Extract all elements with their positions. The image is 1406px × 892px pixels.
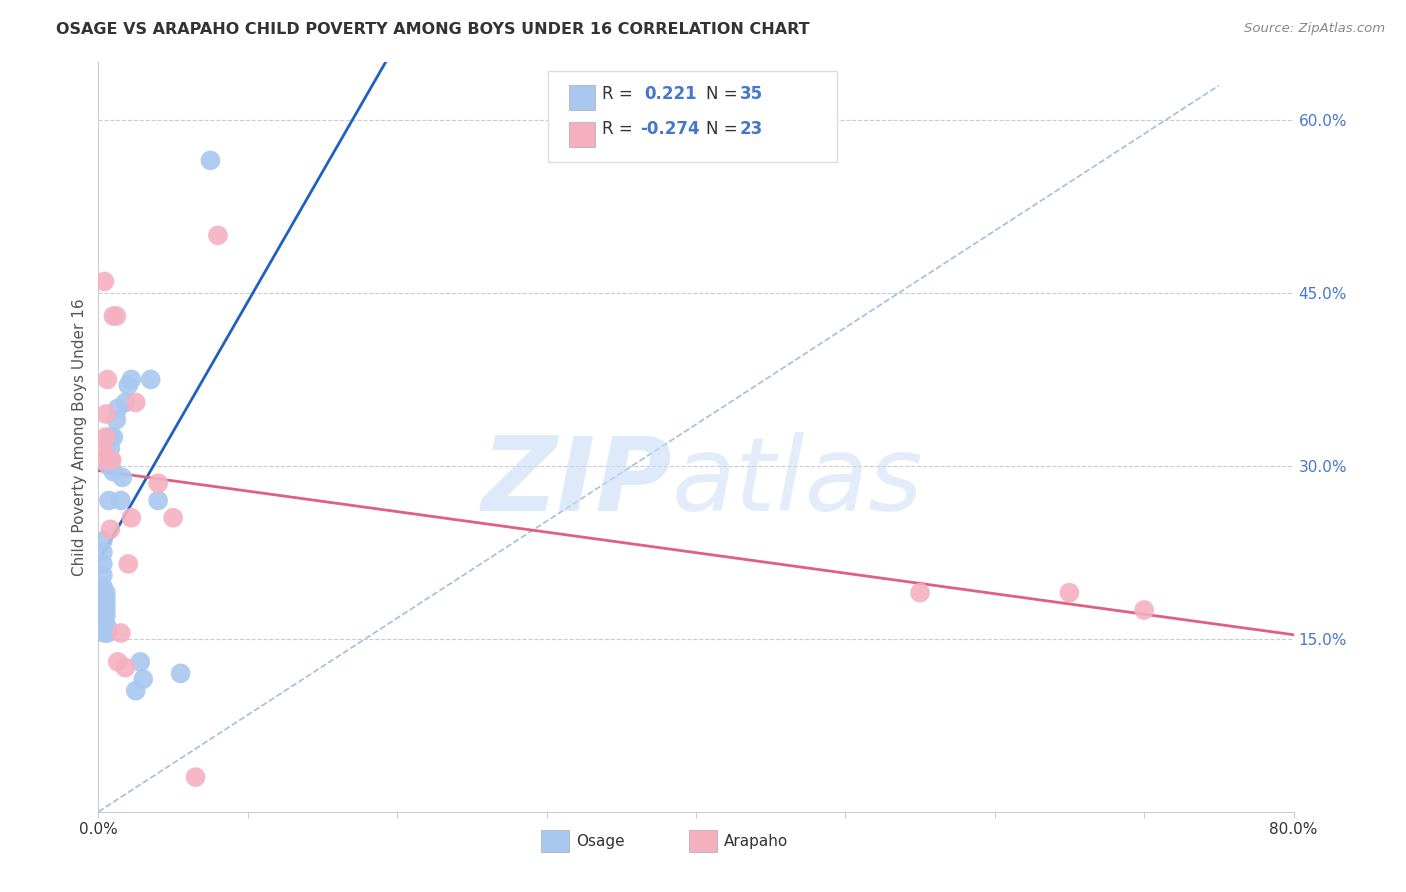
Point	[96, 626, 118, 640]
Point	[101, 453, 124, 467]
Point	[91, 568, 114, 582]
Point	[908, 585, 931, 599]
Point	[97, 458, 120, 473]
Point	[94, 608, 117, 623]
Point	[98, 453, 122, 467]
Point	[94, 603, 117, 617]
Text: atlas: atlas	[672, 432, 924, 532]
Point	[91, 557, 114, 571]
Point	[93, 275, 115, 289]
Point	[129, 655, 152, 669]
Text: 23: 23	[740, 120, 763, 138]
Point	[103, 430, 125, 444]
Point	[117, 378, 139, 392]
Point	[125, 395, 148, 409]
Point	[111, 470, 134, 484]
Point	[98, 522, 122, 536]
Point	[91, 545, 114, 559]
Text: OSAGE VS ARAPAHO CHILD POVERTY AMONG BOYS UNDER 16 CORRELATION CHART: OSAGE VS ARAPAHO CHILD POVERTY AMONG BOY…	[56, 22, 810, 37]
Point	[114, 660, 136, 674]
Point	[200, 153, 222, 168]
Point	[105, 413, 128, 427]
Point	[91, 533, 114, 548]
Text: ZIP: ZIP	[481, 432, 672, 533]
Point	[103, 465, 125, 479]
Point	[98, 430, 122, 444]
Point	[94, 585, 117, 599]
Point	[162, 510, 184, 524]
Point	[117, 557, 139, 571]
Point	[125, 683, 148, 698]
Text: Arapaho: Arapaho	[724, 834, 789, 848]
Point	[94, 430, 117, 444]
Point	[98, 442, 122, 456]
Text: N =: N =	[706, 85, 742, 103]
Point	[148, 493, 170, 508]
Point	[107, 401, 129, 416]
Point	[96, 372, 118, 386]
Point	[120, 510, 142, 524]
Point	[110, 493, 132, 508]
Text: -0.274: -0.274	[640, 120, 699, 138]
Point	[132, 672, 155, 686]
Point	[1133, 603, 1156, 617]
Point	[97, 493, 120, 508]
Point	[120, 372, 142, 386]
Point	[105, 309, 128, 323]
Point	[1059, 585, 1081, 599]
Text: Source: ZipAtlas.com: Source: ZipAtlas.com	[1244, 22, 1385, 36]
Point	[169, 666, 191, 681]
Point	[94, 407, 117, 421]
Text: 0.221: 0.221	[644, 85, 696, 103]
Point	[139, 372, 162, 386]
Text: 35: 35	[740, 85, 762, 103]
Point	[91, 442, 114, 456]
Point	[107, 655, 129, 669]
Point	[93, 626, 115, 640]
Point	[114, 395, 136, 409]
Text: Osage: Osage	[576, 834, 626, 848]
Point	[96, 620, 118, 634]
Point	[91, 453, 114, 467]
Point	[103, 309, 125, 323]
Y-axis label: Child Poverty Among Boys Under 16: Child Poverty Among Boys Under 16	[72, 298, 87, 576]
Text: N =: N =	[706, 120, 742, 138]
Point	[93, 615, 115, 629]
Text: R =: R =	[602, 85, 643, 103]
Point	[184, 770, 207, 784]
Point	[110, 626, 132, 640]
Point	[148, 476, 170, 491]
Text: R =: R =	[602, 120, 638, 138]
Point	[94, 597, 117, 611]
Point	[207, 228, 229, 243]
Point	[91, 580, 114, 594]
Point	[94, 591, 117, 606]
